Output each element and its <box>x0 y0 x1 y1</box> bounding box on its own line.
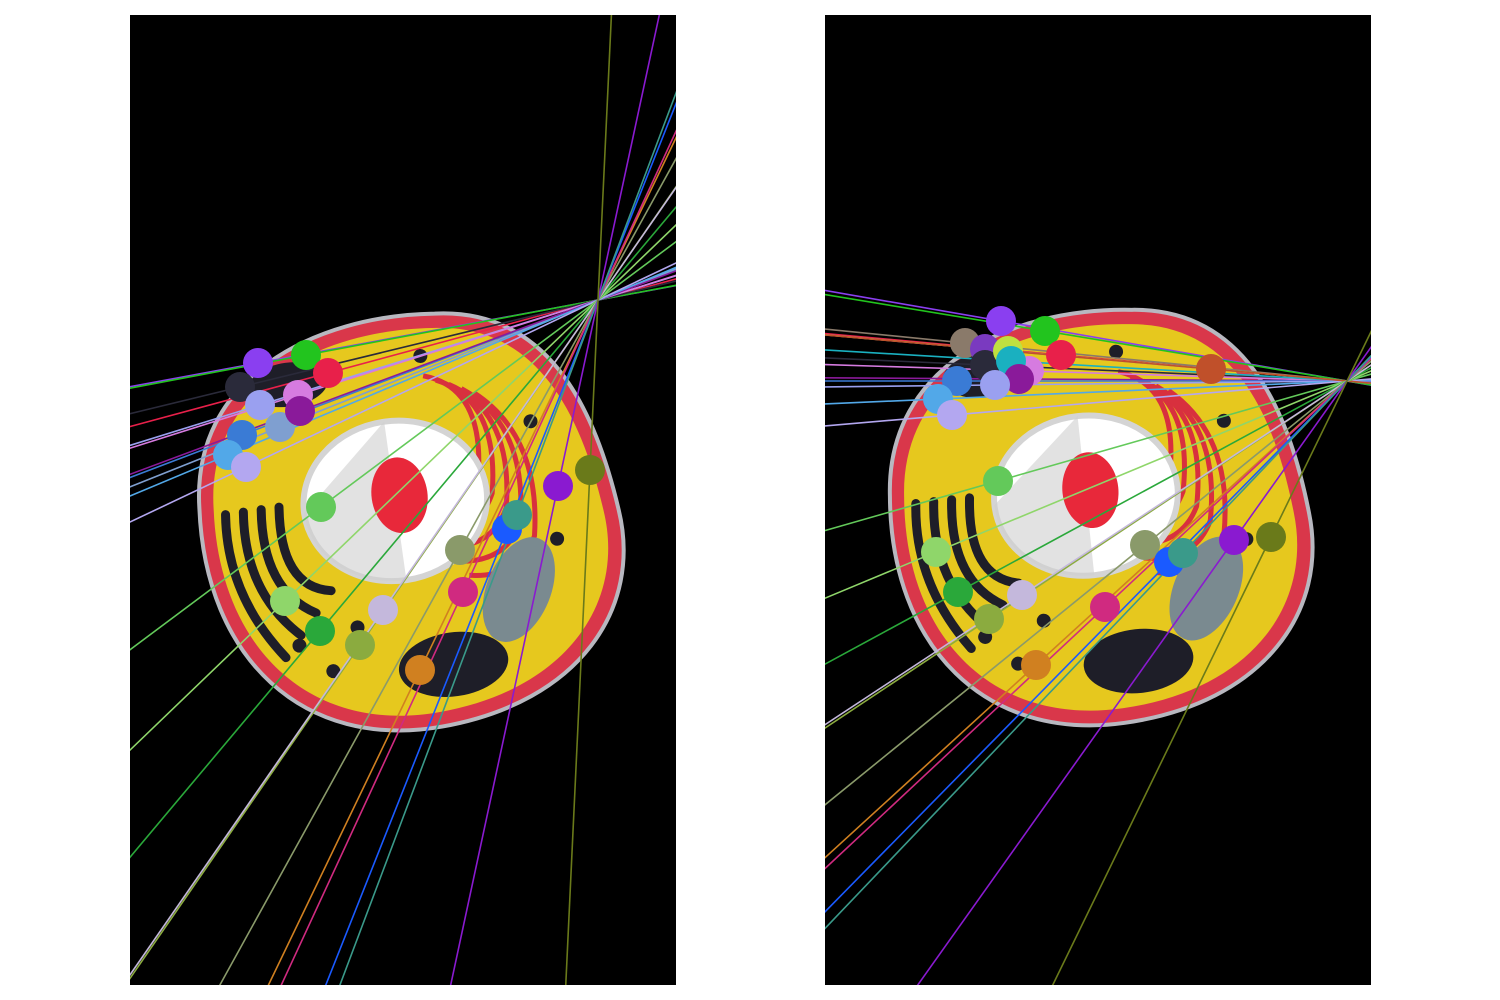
keypoint-marker <box>937 400 967 430</box>
keypoint-marker <box>405 655 435 685</box>
right-view-panel <box>825 15 1371 985</box>
golgi-stack <box>256 505 321 618</box>
golgi-stack <box>965 493 1024 588</box>
keypoints <box>213 340 605 685</box>
keypoint-marker <box>980 370 1010 400</box>
keypoint-marker <box>942 366 972 396</box>
keypoint-marker <box>225 372 255 402</box>
epipolar-line <box>1051 329 1371 985</box>
golgi-stack <box>274 502 336 596</box>
keypoint-marker <box>445 535 475 565</box>
keypoint-marker <box>231 452 261 482</box>
keypoint-marker <box>921 537 951 567</box>
keypoint-marker <box>986 306 1016 336</box>
keypoint-marker <box>291 340 321 370</box>
keypoint-marker <box>1007 580 1037 610</box>
keypoint-marker <box>285 396 315 426</box>
keypoint-marker <box>1196 354 1226 384</box>
keypoint-marker <box>265 412 295 442</box>
keypoint-marker <box>1219 525 1249 555</box>
keypoint-marker <box>1130 530 1160 560</box>
keypoint-marker <box>502 500 532 530</box>
keypoint-marker <box>313 358 343 388</box>
keypoint-marker <box>368 595 398 625</box>
keypoint-marker <box>1168 538 1198 568</box>
epipolar-line <box>564 15 613 985</box>
keypoint-marker <box>270 586 300 616</box>
vacuole <box>482 537 555 642</box>
nucleus-section <box>994 416 1095 576</box>
ribosome <box>550 531 565 546</box>
ribosome <box>1109 344 1124 359</box>
ribosome <box>292 638 307 653</box>
keypoint-marker <box>1046 340 1076 370</box>
keypoint-marker <box>943 577 973 607</box>
keypoint-marker <box>305 616 335 646</box>
nucleolus <box>1062 452 1119 529</box>
left-view-image <box>130 15 676 985</box>
keypoint-marker <box>974 604 1004 634</box>
keypoint-marker <box>1090 592 1120 622</box>
keypoint-marker <box>983 466 1013 496</box>
keypoint-marker <box>575 455 605 485</box>
right-view-image <box>825 289 1371 985</box>
keypoint-marker <box>448 577 478 607</box>
keypoint-marker <box>345 630 375 660</box>
golgi-stack <box>221 510 291 663</box>
golgi-stack <box>911 498 976 653</box>
ribosome <box>326 664 341 679</box>
keypoint-marker <box>1256 522 1286 552</box>
keypoint-marker <box>1030 316 1060 346</box>
keypoint-marker <box>1004 364 1034 394</box>
epipolar-lines <box>825 289 1371 985</box>
keypoint-marker <box>543 471 573 501</box>
epipolar-lines <box>130 15 676 985</box>
golgi-stack <box>947 495 1008 610</box>
keypoint-marker <box>243 348 273 378</box>
keypoint-marker <box>306 492 336 522</box>
left-view-panel <box>130 15 676 985</box>
keypoint-marker <box>245 390 275 420</box>
golgi-stack <box>238 507 306 640</box>
mitochondrion <box>1083 628 1194 694</box>
keypoints <box>921 306 1286 680</box>
keypoint-marker <box>1021 650 1051 680</box>
